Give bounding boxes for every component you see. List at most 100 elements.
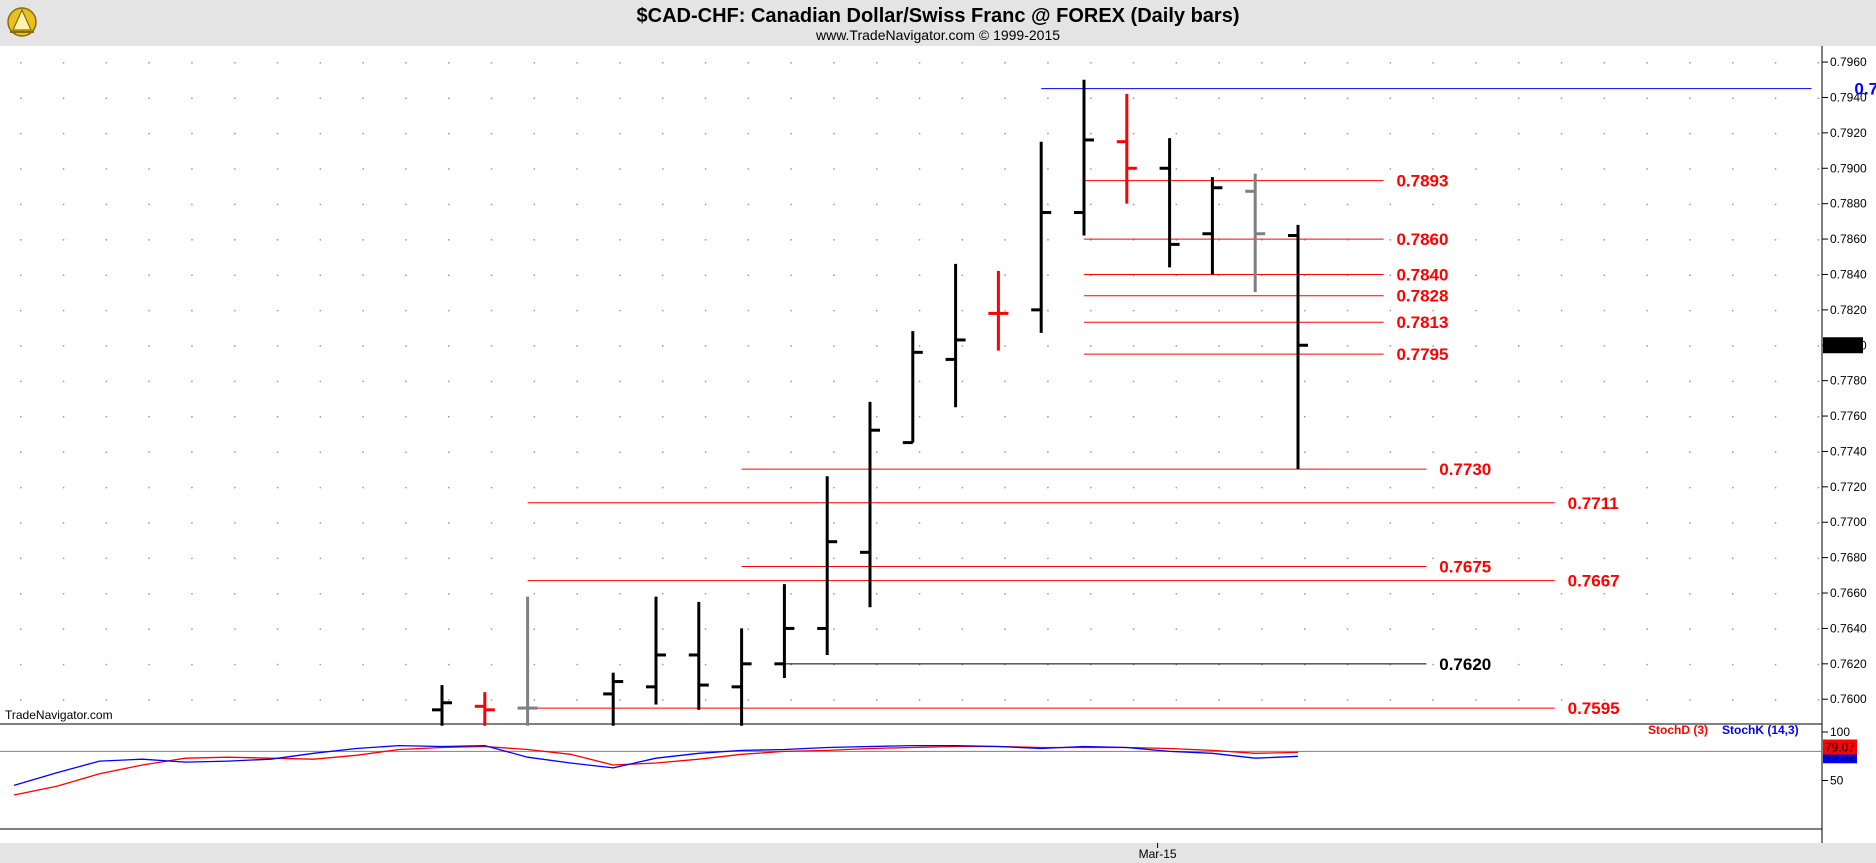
grid-dot bbox=[319, 203, 322, 206]
grid-dot bbox=[576, 416, 578, 418]
grid-dot bbox=[276, 132, 279, 135]
grid-dot bbox=[662, 274, 664, 276]
grid-dot bbox=[319, 486, 322, 489]
grid-dot bbox=[1646, 593, 1648, 595]
grid-dot bbox=[662, 309, 664, 312]
grid-dot bbox=[1817, 203, 1820, 206]
grid-dot bbox=[1689, 132, 1691, 135]
level-label: 0.7893 bbox=[1396, 172, 1448, 191]
grid-dot bbox=[1475, 239, 1477, 241]
grid-dot bbox=[448, 239, 450, 241]
grid-dot bbox=[20, 168, 22, 170]
grid-dot bbox=[20, 522, 22, 524]
grid-dot bbox=[1175, 132, 1178, 135]
grid-dot bbox=[1389, 309, 1392, 312]
grid-dot bbox=[62, 451, 65, 453]
grid-dot bbox=[1646, 97, 1648, 99]
grid-dot bbox=[961, 628, 964, 630]
grid-dot bbox=[747, 593, 750, 595]
grid-dot bbox=[1774, 62, 1777, 64]
grid-dot bbox=[1518, 416, 1520, 418]
grid-dot bbox=[1603, 557, 1606, 560]
grid-dot bbox=[405, 628, 407, 630]
grid-dot bbox=[362, 451, 364, 453]
grid-dot bbox=[148, 97, 150, 99]
grid-dot bbox=[1603, 522, 1606, 524]
ohlc-bar bbox=[945, 263, 966, 408]
grid-dot bbox=[790, 593, 792, 595]
grid-dot bbox=[704, 557, 707, 560]
grid-dot bbox=[1560, 628, 1563, 630]
grid-dot bbox=[1090, 168, 1092, 170]
grid-dot bbox=[1560, 132, 1563, 135]
grid-dot bbox=[405, 132, 407, 135]
grid-dot bbox=[234, 345, 236, 347]
grid-dot bbox=[1132, 274, 1135, 276]
grid-dot bbox=[191, 699, 193, 701]
grid-dot bbox=[1175, 62, 1178, 64]
grid-dot bbox=[619, 699, 621, 701]
grid-dot bbox=[405, 239, 407, 241]
price-tick-label: 0.7600 bbox=[1830, 692, 1867, 706]
grid-dot bbox=[918, 628, 921, 630]
grid-dot bbox=[1047, 522, 1049, 524]
grid-dot bbox=[918, 663, 921, 666]
grid-dot bbox=[1646, 663, 1648, 666]
grid-dot bbox=[1004, 345, 1006, 347]
grid-dot bbox=[405, 274, 407, 276]
grid-dot bbox=[1047, 593, 1049, 595]
grid-dot bbox=[1646, 168, 1648, 170]
grid-dot bbox=[1261, 699, 1263, 701]
grid-dot bbox=[490, 593, 493, 595]
grid-dot bbox=[1646, 62, 1648, 64]
grid-dot bbox=[790, 380, 792, 383]
grid-dot bbox=[276, 168, 279, 170]
grid-dot bbox=[1432, 239, 1434, 241]
grid-dot bbox=[662, 203, 664, 206]
grid-dot bbox=[833, 522, 835, 524]
grid-dot bbox=[747, 274, 750, 276]
grid-dot bbox=[448, 451, 450, 453]
grid-dot bbox=[1090, 203, 1092, 206]
grid-dot bbox=[148, 203, 150, 206]
grid-dot bbox=[1646, 274, 1648, 276]
grid-dot bbox=[1774, 699, 1777, 701]
grid-dot bbox=[148, 168, 150, 170]
grid-dot bbox=[1389, 522, 1392, 524]
grid-dot bbox=[619, 309, 621, 312]
grid-dot bbox=[490, 168, 493, 170]
grid-dot bbox=[362, 486, 364, 489]
grid-dot bbox=[276, 522, 279, 524]
grid-dot bbox=[319, 593, 322, 595]
grid-dot bbox=[490, 309, 493, 312]
grid-dot bbox=[148, 132, 150, 135]
grid-dot bbox=[1560, 309, 1563, 312]
grid-dot bbox=[1132, 663, 1135, 666]
grid-dot bbox=[1732, 416, 1734, 418]
grid-dot bbox=[1560, 451, 1563, 453]
grid-dot bbox=[319, 274, 322, 276]
grid-dot bbox=[234, 663, 236, 666]
grid-dot bbox=[833, 593, 835, 595]
grid-dot bbox=[876, 380, 878, 383]
grid-dot bbox=[961, 62, 964, 64]
grid-dot bbox=[1432, 416, 1434, 418]
grid-dot bbox=[833, 557, 835, 560]
grid-dot bbox=[1646, 416, 1648, 418]
grid-dot bbox=[148, 345, 150, 347]
grid-dot bbox=[1817, 416, 1820, 418]
grid-dot bbox=[918, 203, 921, 206]
grid-dot bbox=[62, 132, 65, 135]
grid-dot bbox=[1261, 522, 1263, 524]
ohlc-bar bbox=[731, 628, 752, 726]
grid-dot bbox=[1346, 557, 1349, 560]
grid-dot bbox=[148, 699, 150, 701]
grid-dot bbox=[1689, 451, 1691, 453]
grid-dot bbox=[1004, 628, 1006, 630]
grid-dot bbox=[1218, 486, 1220, 489]
grid-dot bbox=[1689, 168, 1691, 170]
grid-dot bbox=[1346, 239, 1349, 241]
grid-dot bbox=[276, 593, 279, 595]
grid-dot bbox=[191, 628, 193, 630]
grid-dot bbox=[1004, 593, 1006, 595]
